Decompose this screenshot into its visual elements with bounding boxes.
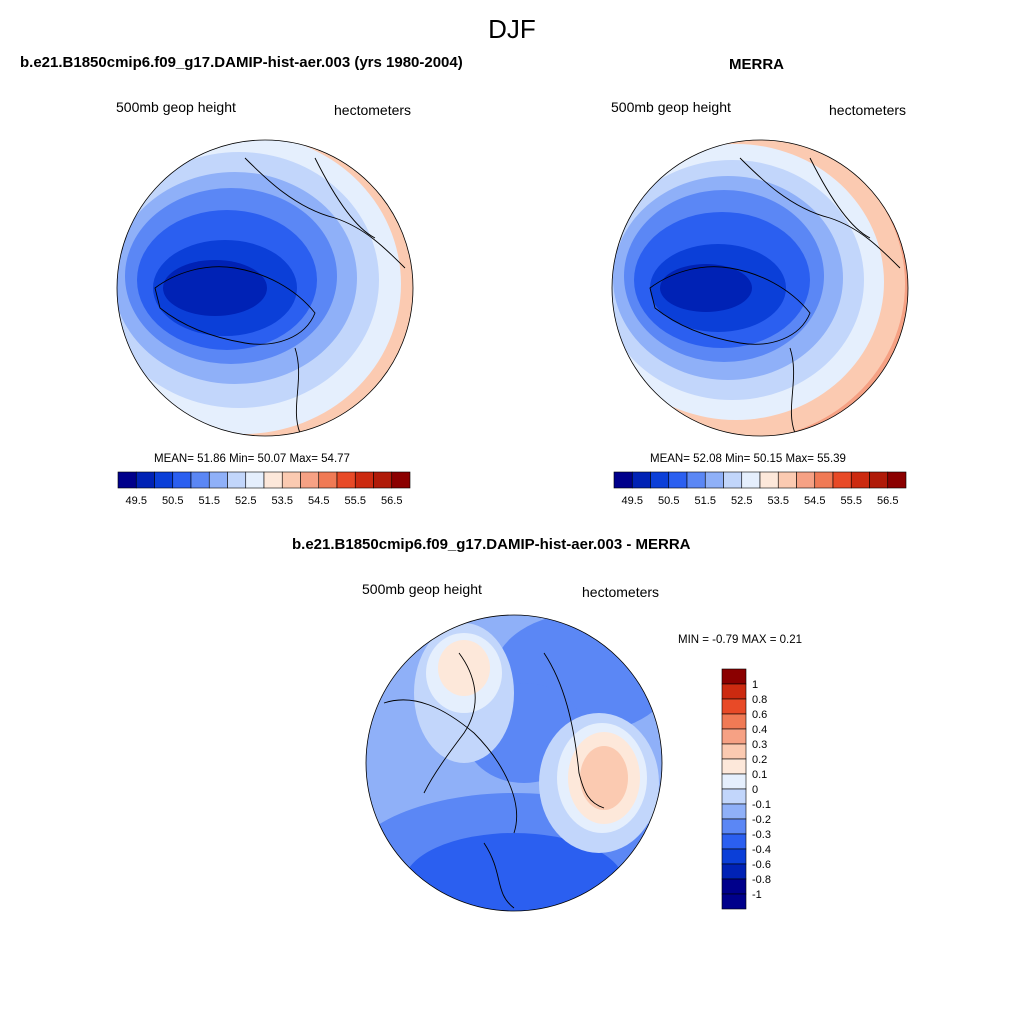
panel-3-colorbar-box bbox=[721, 893, 747, 910]
panel-1-colorbar-box bbox=[208, 471, 228, 489]
panel-2-map bbox=[611, 139, 909, 437]
panel-2-colorbar-tick-label: 54.5 bbox=[804, 495, 825, 507]
panel-3-stats: MIN = -0.79 MAX = 0.21 bbox=[678, 634, 803, 646]
panel-2-colorbar-box bbox=[887, 471, 907, 489]
panel-3-colorbar-tick-label: 0.1 bbox=[752, 769, 767, 781]
figure-title: DJF bbox=[488, 14, 536, 44]
panel-3-colorbar-tick-label: -0.6 bbox=[752, 859, 771, 871]
panel-1-colorbar-box bbox=[336, 471, 356, 489]
panel-1-colorbar-box bbox=[391, 471, 411, 489]
panel-2-colorbar-box bbox=[869, 471, 889, 489]
panel-3-colorbar-tick-label: 0.2 bbox=[752, 754, 767, 766]
panel-2-colorbar-box bbox=[777, 471, 797, 489]
panel-2-colorbar-tick-label: 49.5 bbox=[622, 495, 643, 507]
panel-2-colorbar-box bbox=[741, 471, 761, 489]
panel-2-colorbar-box bbox=[650, 471, 670, 489]
panel-3-colorbar-box bbox=[721, 698, 747, 715]
panel-1-colorbar-tick-label: 49.5 bbox=[126, 495, 147, 507]
panel-3-map bbox=[365, 614, 663, 912]
panel-3-colorbar-tick-label: -0.1 bbox=[752, 799, 771, 811]
panel-2-stats: MEAN= 52.08 Min= 50.15 Max= 55.39 bbox=[650, 453, 846, 465]
panel-3-colorbar-tick-label: 1 bbox=[752, 679, 758, 691]
panel-2-colorbar-tick-label: 52.5 bbox=[731, 495, 752, 507]
panel-3-colorbar-box bbox=[721, 728, 747, 745]
panel-1-colorbar-box bbox=[245, 471, 265, 489]
panel-1-colorbar-box bbox=[281, 471, 301, 489]
panel-1-colorbar-box bbox=[227, 471, 247, 489]
panel-2-colorbar-tick-label: 53.5 bbox=[768, 495, 789, 507]
panel-3-colorbar-box bbox=[721, 713, 747, 730]
panel-1-colorbar-box bbox=[373, 471, 393, 489]
panel-3-colorbar-tick-label: 0.3 bbox=[752, 739, 767, 751]
panel-3-colorbar-tick-label: 0 bbox=[752, 784, 758, 796]
panel-3-left-label: 500mb geop height bbox=[362, 581, 482, 597]
panel-1-colorbar-box bbox=[117, 471, 137, 489]
panel-2-colorbar-box bbox=[832, 471, 852, 489]
panel-3-colorbar-box bbox=[721, 773, 747, 790]
panel-3-colorbar-tick-label: -0.3 bbox=[752, 829, 771, 841]
panel-3-colorbar-box bbox=[721, 863, 747, 880]
panel-2-title: MERRA bbox=[729, 56, 784, 73]
panel-3-colorbar-box bbox=[721, 803, 747, 820]
panel-2-colorbar-tick-label: 50.5 bbox=[658, 495, 679, 507]
panel-2-colorbar-box bbox=[796, 471, 816, 489]
panel-2-colorbar-box bbox=[668, 471, 688, 489]
panel-1-right-label: hectometers bbox=[334, 102, 412, 118]
panel-3-colorbar-tick-label: 0.8 bbox=[752, 694, 767, 706]
panel-1-colorbar-tick-label: 53.5 bbox=[272, 495, 293, 507]
panel-1-colorbar-box bbox=[263, 471, 283, 489]
panel-3-colorbar-box bbox=[721, 818, 747, 835]
panel-2-colorbar-tick-label: 56.5 bbox=[877, 495, 898, 507]
panel-3-colorbar-box bbox=[721, 788, 747, 805]
panel-2-colorbar: 49.5 50.5 51.5 52.5 53.5 54.5 55.5 56.5 bbox=[613, 471, 907, 507]
panel-1-map bbox=[116, 139, 414, 437]
panel-1-colorbar-tick-label: 50.5 bbox=[162, 495, 183, 507]
panel-2-colorbar-box bbox=[850, 471, 870, 489]
panel-1-colorbar-box bbox=[135, 471, 155, 489]
panel-2-left-label: 500mb geop height bbox=[611, 99, 731, 115]
panel-3-colorbar-tick-label: -0.4 bbox=[752, 844, 771, 856]
panel-3-colorbar-box bbox=[721, 833, 747, 850]
panel-2-colorbar-tick-label: 51.5 bbox=[695, 495, 716, 507]
panel-2-colorbar-box bbox=[723, 471, 743, 489]
panel-3-colorbar-tick-label: -0.8 bbox=[752, 874, 771, 886]
panel-1-colorbar: 49.5 50.5 51.5 52.5 53.5 54.5 55.5 56.5 bbox=[117, 471, 411, 507]
panel-3-colorbar: 1 0.8 0.6 0.4 0.3 0.2 0.1 0 -0.1 -0.2 -0.3 -0.4 -0.6… bbox=[721, 668, 771, 910]
panel-2-colorbar-box bbox=[613, 471, 633, 489]
panel-3-colorbar-box bbox=[721, 743, 747, 760]
panel-1-colorbar-box bbox=[190, 471, 210, 489]
panel-2-colorbar-box bbox=[814, 471, 834, 489]
panel-3-colorbar-box bbox=[721, 878, 747, 895]
panel-2-colorbar-box bbox=[759, 471, 779, 489]
panel-1-colorbar-tick-label: 56.5 bbox=[381, 495, 402, 507]
panel-1-stats: MEAN= 51.86 Min= 50.07 Max= 54.77 bbox=[154, 453, 350, 465]
panel-1-colorbar-box bbox=[318, 471, 338, 489]
panel-1-colorbar-box bbox=[172, 471, 192, 489]
panel-1-colorbar-box bbox=[354, 471, 374, 489]
panel-3-colorbar-box bbox=[721, 683, 747, 700]
panel-3-right-label: hectometers bbox=[582, 584, 660, 600]
panel-3-colorbar-tick-label: 0.6 bbox=[752, 709, 767, 721]
panel-2-colorbar-box bbox=[704, 471, 724, 489]
panel-3-colorbar-box bbox=[721, 758, 747, 775]
panel-3-colorbar-box bbox=[721, 668, 747, 685]
panel-1-colorbar-tick-label: 54.5 bbox=[308, 495, 329, 507]
panel-3-title: b.e21.B1850cmip6.f09_g17.DAMIP-hist-aer.… bbox=[292, 536, 691, 553]
panel-1-left-label: 500mb geop height bbox=[116, 99, 236, 115]
panel-3-colorbar-box bbox=[721, 848, 747, 865]
panel-2-right-label: hectometers bbox=[829, 102, 907, 118]
panel-2-colorbar-box bbox=[631, 471, 651, 489]
panel-1-colorbar-tick-label: 55.5 bbox=[345, 495, 366, 507]
panel-3-colorbar-tick-label: 0.4 bbox=[752, 724, 767, 736]
panel-1-colorbar-tick-label: 52.5 bbox=[235, 495, 256, 507]
panel-3-colorbar-tick-label: -1 bbox=[752, 889, 762, 901]
panel-1-colorbar-tick-label: 51.5 bbox=[199, 495, 220, 507]
panel-3-colorbar-tick-label: -0.2 bbox=[752, 814, 771, 826]
panel-1-colorbar-box bbox=[154, 471, 174, 489]
panel-1-title: b.e21.B1850cmip6.f09_g17.DAMIP-hist-aer.… bbox=[20, 54, 463, 71]
panel-1-colorbar-box bbox=[300, 471, 320, 489]
panel-2-colorbar-tick-label: 55.5 bbox=[841, 495, 862, 507]
panel-2-colorbar-box bbox=[686, 471, 706, 489]
